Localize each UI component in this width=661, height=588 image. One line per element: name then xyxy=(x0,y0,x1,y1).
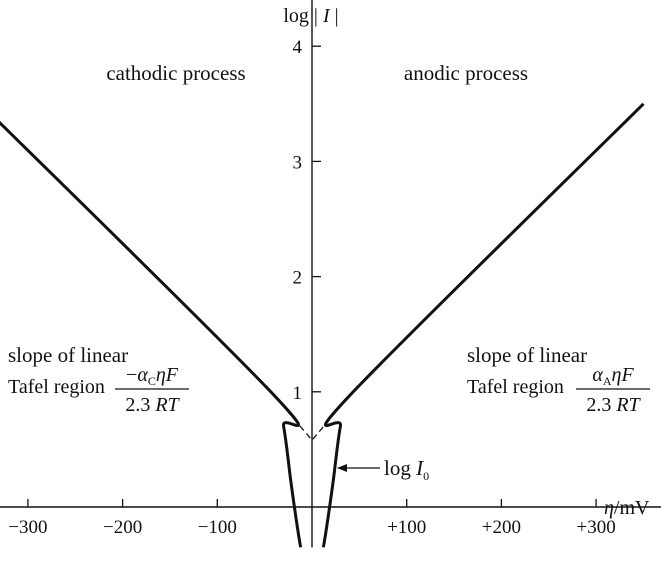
y-axis-title: log | I | xyxy=(283,5,338,27)
y-tick-label: 1 xyxy=(293,383,303,404)
anodic-region-label: anodic process xyxy=(404,61,528,85)
left-slope-denominator: 2.3 RT xyxy=(125,394,180,416)
left-slope-label: slope of linear xyxy=(8,343,128,367)
x-ticks: −300 −200 −100 +100 +200 +300 xyxy=(8,499,616,538)
y-tick-label: 3 xyxy=(293,152,303,173)
right-slope-label: slope of linear xyxy=(467,343,587,367)
intercept-label: log I0 xyxy=(384,456,429,483)
y-tick-label: 2 xyxy=(293,268,303,289)
left-slope-prefix: Tafel region xyxy=(8,376,105,398)
left-slope-numerator: −αCηF xyxy=(126,364,179,388)
x-axis-title: η/mV xyxy=(604,497,650,519)
y-tick-label: 4 xyxy=(293,37,303,58)
x-tick-label: −200 xyxy=(103,517,142,538)
x-tick-label: −100 xyxy=(198,517,237,538)
cathodic-region-label: cathodic process xyxy=(106,61,245,85)
right-slope-numerator: αAηF xyxy=(592,364,634,388)
series-cathodic xyxy=(0,120,303,548)
x-tick-label: +100 xyxy=(387,517,426,538)
x-tick-label: +300 xyxy=(576,517,615,538)
x-tick-label: −300 xyxy=(8,517,47,538)
y-ticks: 1 2 3 4 xyxy=(293,37,321,404)
series-group xyxy=(0,102,645,548)
series-anodic xyxy=(321,102,645,548)
right-slope-prefix: Tafel region xyxy=(467,376,564,398)
right-slope-denominator: 2.3 RT xyxy=(586,394,641,416)
x-tick-label: +200 xyxy=(482,517,521,538)
